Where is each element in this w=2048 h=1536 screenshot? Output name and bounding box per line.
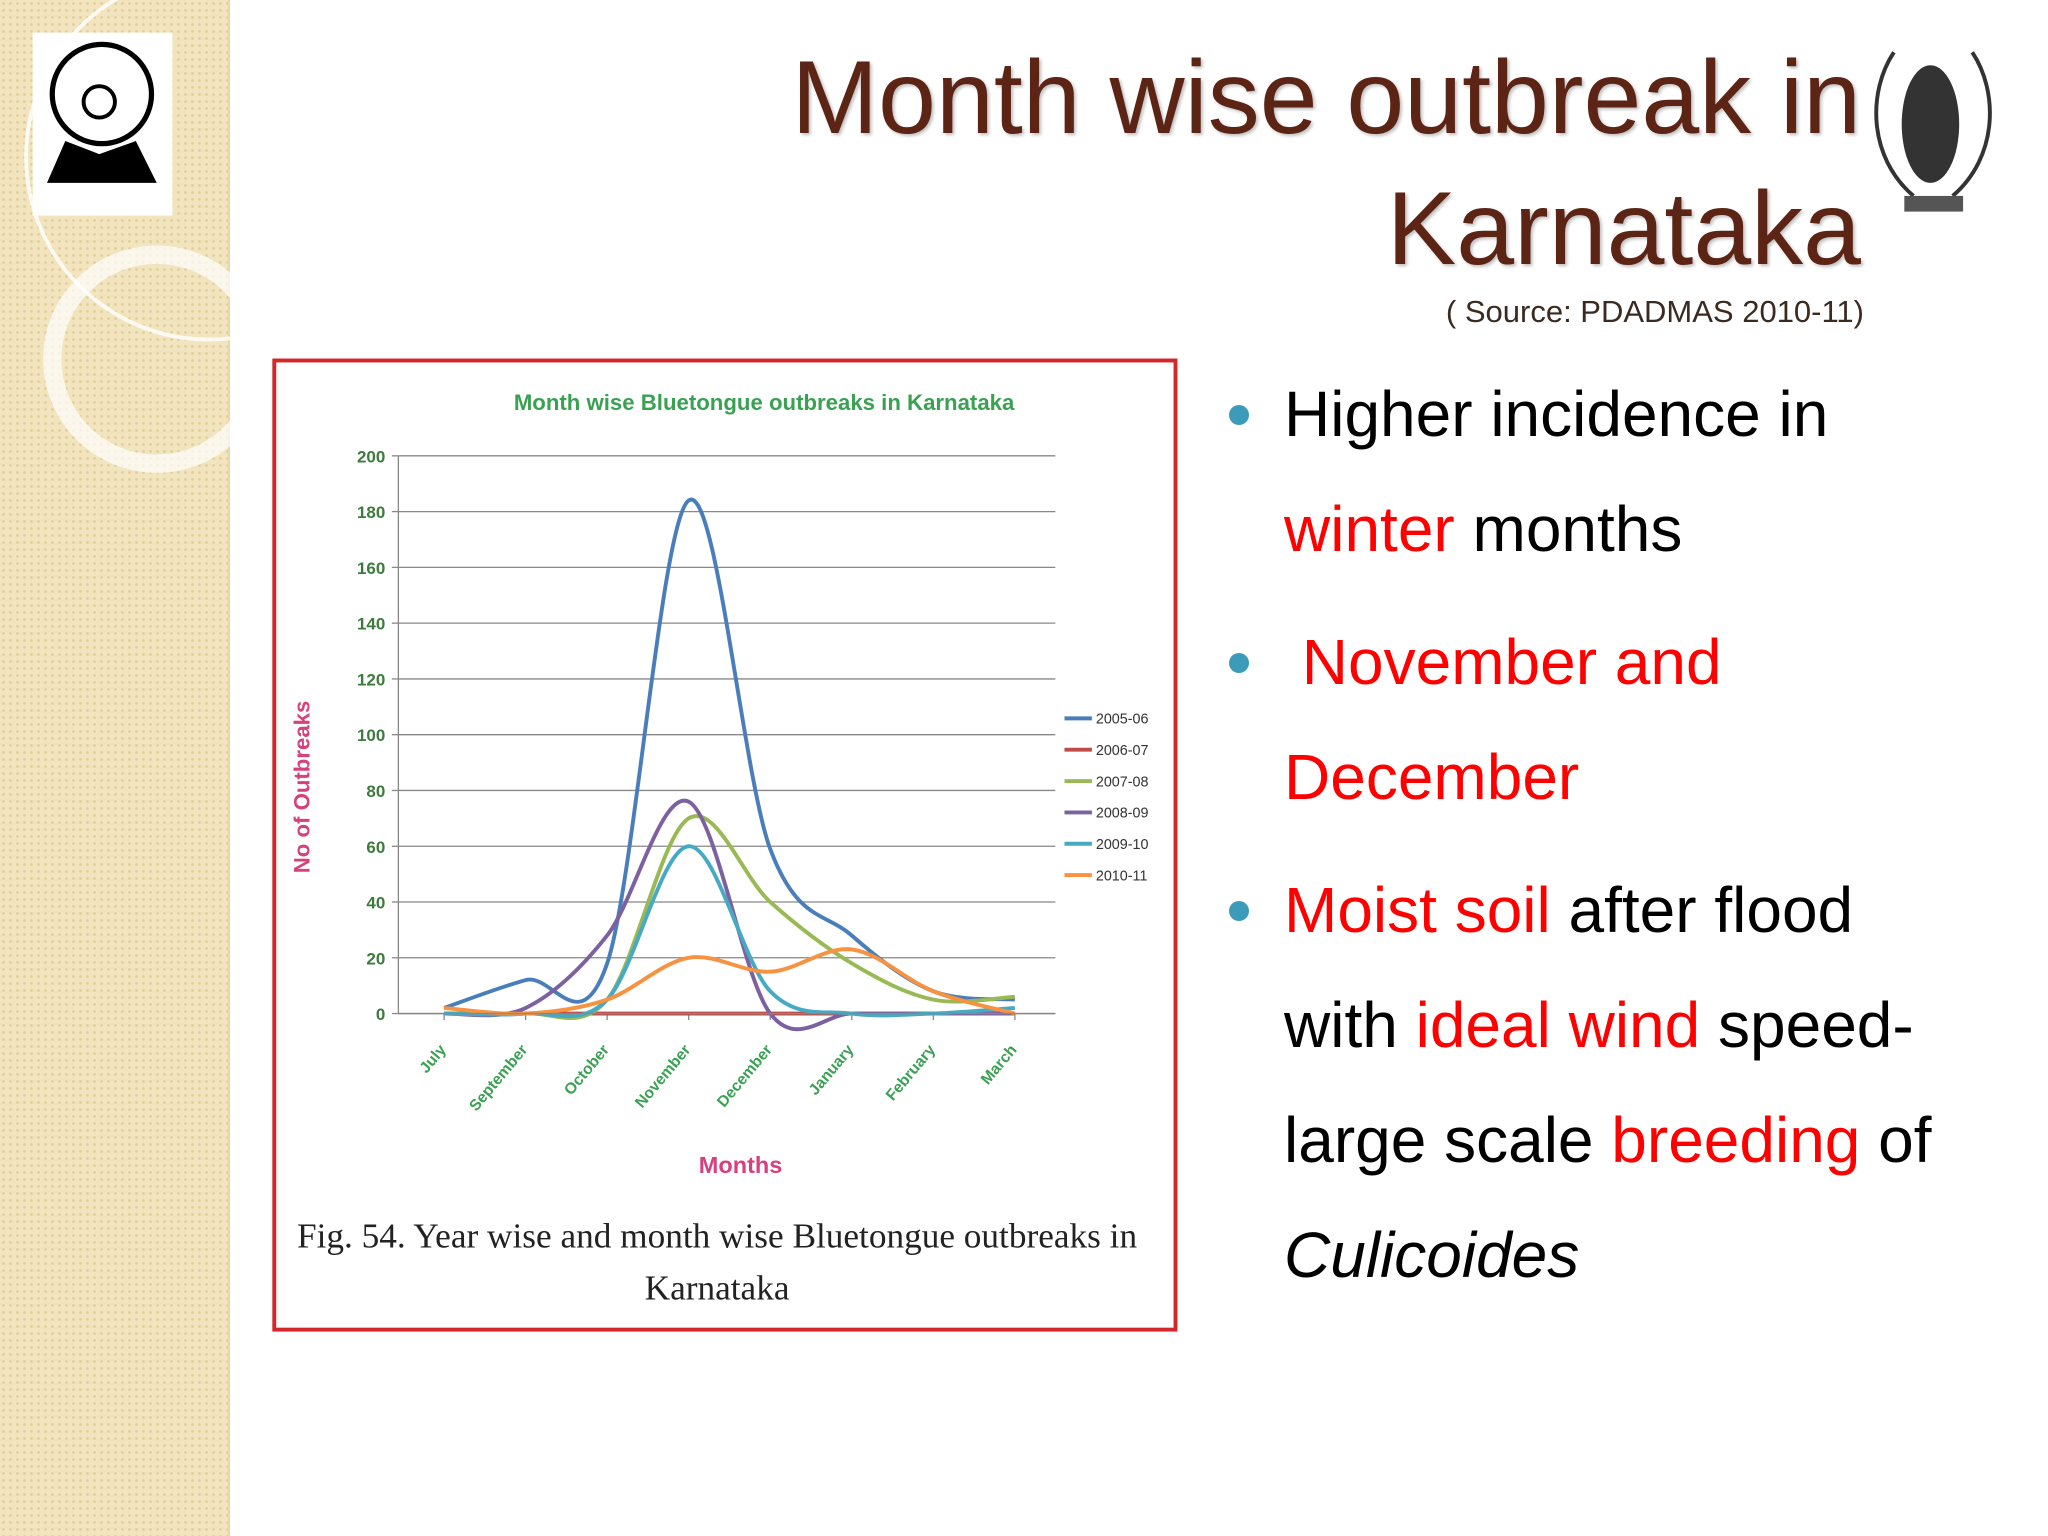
ivri-logo	[32, 32, 173, 216]
x-axis-label: Months	[699, 1152, 783, 1178]
bullet-dot	[1229, 901, 1249, 921]
legend-label: 2010-11	[1096, 868, 1148, 884]
decor-circle	[43, 245, 271, 473]
y-tick-label: 20	[366, 949, 385, 968]
y-tick-label: 120	[357, 670, 385, 689]
y-tick-label: 40	[366, 894, 385, 913]
bullet-text: breeding	[1611, 1104, 1861, 1176]
bullet-text: Culicoides	[1284, 1219, 1580, 1291]
chart-frame	[272, 358, 1178, 1332]
y-tick-label: 0	[376, 1005, 385, 1024]
bullet-dot	[1229, 405, 1249, 425]
bullet: November and December	[1229, 605, 1964, 835]
bullet-text: months	[1454, 493, 1683, 565]
y-tick-label: 200	[357, 447, 385, 466]
slide-title: Month wise outbreak in Karnataka	[792, 33, 1861, 295]
slide-subtitle: ( Source: PDADMAS 2010-11)	[1445, 294, 1864, 329]
bullet-text: of	[1860, 1104, 1950, 1176]
figure-caption: Karnataka	[645, 1269, 790, 1308]
title-line: Month wise outbreak in	[791, 40, 1861, 156]
bullet-text: ideal wind	[1415, 989, 1701, 1061]
bullet-text: Higher incidence in	[1284, 378, 1847, 450]
legend-label: 2006-07	[1096, 743, 1149, 759]
bullet-text: November and December	[1284, 626, 1740, 813]
bullet-text: speed- large scale	[1284, 989, 1932, 1176]
figure-caption: Fig. 54. Year wise and month wise Blueto…	[297, 1216, 1137, 1255]
y-tick-label: 160	[357, 559, 385, 578]
y-axis-label: No of Outbreaks	[290, 701, 315, 874]
bullet-dot	[1229, 653, 1249, 673]
bullet-text: after flood with	[1284, 874, 1871, 1061]
icar-logo	[1874, 51, 1992, 212]
legend-label: 2008-09	[1096, 806, 1149, 822]
y-tick-label: 60	[366, 838, 385, 857]
y-tick-label: 80	[366, 782, 385, 801]
bullet: Higher incidence in winter months	[1229, 357, 1964, 587]
bullet: Moist soil after flood with ideal wind s…	[1229, 853, 1964, 1313]
decor-circle	[24, 0, 394, 342]
legend-label: 2009-10	[1096, 837, 1149, 853]
chart-title: Month wise Bluetongue outbreaks in Karna…	[514, 390, 1015, 415]
legend-label: 2005-06	[1096, 712, 1149, 728]
y-tick-label: 100	[357, 726, 385, 745]
y-tick-label: 140	[357, 615, 385, 634]
title-line: Karnataka	[1386, 171, 1861, 287]
legend-label: 2007-08	[1096, 774, 1149, 790]
bullet-text: winter	[1284, 493, 1455, 565]
y-tick-label: 180	[357, 503, 385, 522]
bullet-text: Moist soil	[1284, 874, 1551, 946]
bullet-list: Higher incidence in winter months Novemb…	[1229, 357, 1964, 1331]
